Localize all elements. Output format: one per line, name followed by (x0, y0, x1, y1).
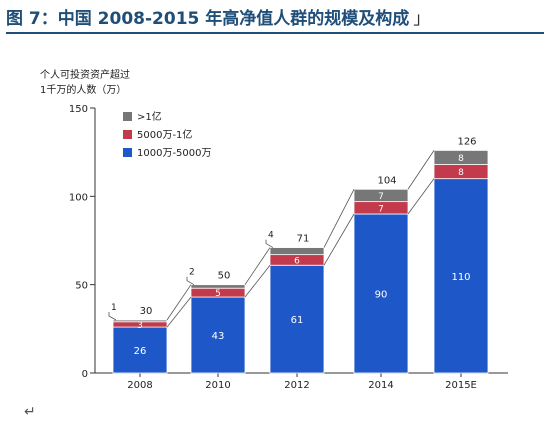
bar-connector-line (407, 150, 435, 190)
bar-data-label: 43 (212, 331, 225, 342)
bar-connector-line (407, 178, 435, 215)
bar-data-label: 90 (375, 290, 388, 301)
callout-leader-line (108, 312, 117, 321)
y-tick-label: 0 (82, 369, 88, 380)
callout-leader-line (186, 276, 195, 286)
bar-connector-line (323, 213, 355, 266)
x-tick-label: 2012 (284, 380, 309, 391)
bar-total-label: 30 (140, 306, 153, 317)
bar-data-label: 26 (134, 346, 147, 357)
y-tick-label: 100 (69, 192, 88, 203)
bar-data-label: 7 (378, 192, 384, 202)
legend-label: >1亿 (137, 110, 162, 123)
bar-connector-line (244, 247, 271, 285)
x-tick-label: 2010 (205, 380, 230, 391)
title-text: 图 7：中国 2008-2015 年高净值人群的规模及构成 (6, 9, 410, 29)
callout-data-label: 4 (268, 231, 274, 241)
bar-total-label: 50 (218, 271, 231, 282)
y-axis-label-line: 1千万的人数（万） (40, 83, 126, 96)
bar-data-label: 6 (294, 256, 300, 266)
legend-swatch (123, 130, 132, 139)
bar-total-label: 104 (377, 175, 396, 186)
bar-total-label: 71 (297, 234, 310, 245)
y-tick-label: 50 (75, 281, 88, 292)
callout-data-label: 1 (111, 303, 117, 313)
bar-data-label: 5 (215, 289, 221, 299)
return-mark: ↵ (24, 404, 36, 420)
legend-swatch (123, 112, 132, 121)
bar-segment (112, 319, 168, 323)
bar-data-label: 61 (291, 315, 304, 326)
bar-segment (190, 284, 246, 289)
bar-data-label: 7 (378, 204, 384, 214)
bar-data-label: 8 (458, 154, 464, 164)
legend-label: 5000万-1亿 (137, 128, 192, 141)
legend-swatch (123, 148, 132, 157)
legend-label: 1000万-5000万 (137, 148, 212, 159)
x-tick-label: 2014 (368, 380, 393, 391)
bar-total-label: 126 (457, 136, 476, 147)
callout-data-label: 2 (189, 268, 195, 278)
x-tick-label: 2015E (445, 380, 477, 391)
y-tick-label: 150 (69, 104, 88, 115)
bar-data-label: 3 (137, 321, 143, 331)
bar-connector-line (323, 189, 355, 248)
bar-segment (433, 149, 489, 165)
bar-segment (269, 247, 325, 256)
title-rule (6, 32, 544, 34)
bar-segment (353, 188, 409, 203)
y-axis-label-line: 个人可投资资产超过 (40, 68, 130, 81)
bar-connector-line (166, 296, 192, 328)
title-end-mark: 」 (413, 9, 431, 29)
bar-connector-line (244, 264, 271, 298)
bar-data-label: 8 (458, 168, 464, 178)
bar-data-label: 110 (451, 272, 470, 283)
callout-leader-line (265, 239, 274, 248)
page-title: 图 7：中国 2008-2015 年高净值人群的规模及构成」 (6, 4, 544, 29)
x-tick-label: 2008 (127, 380, 152, 391)
bar-connector-line (166, 284, 192, 321)
bar-segment (112, 326, 168, 374)
